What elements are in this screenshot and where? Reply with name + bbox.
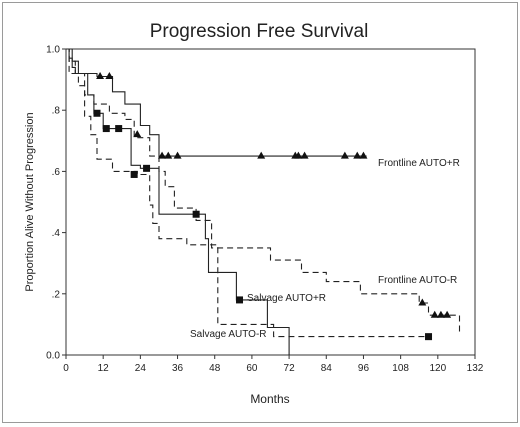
censor-marker-triangle (105, 72, 114, 80)
series-line-salvage-auto-plusr (66, 48, 290, 355)
censor-marker-triangle (173, 151, 182, 159)
y-tick-label: .6 (52, 167, 61, 178)
censor-marker-square (192, 210, 200, 218)
censor-marker-square (236, 296, 244, 304)
y-tick-label: 0.0 (46, 351, 60, 362)
censor-marker-square (130, 170, 138, 178)
x-tick-label: 0 (63, 363, 69, 374)
x-tick-label: 96 (358, 363, 370, 374)
censor-marker-triangle (443, 310, 452, 318)
x-tick-label: 132 (467, 363, 484, 374)
y-axis-label: Proportion Alive Without Progression (24, 112, 36, 291)
censor-marker-square (115, 125, 123, 133)
chart-title: Progression Free Survival (150, 21, 369, 42)
censor-marker-triangle (340, 151, 349, 159)
x-axis-label: Months (250, 392, 289, 406)
x-tick-label: 120 (429, 363, 446, 374)
series-label-frontline-auto-minus-r: Frontline AUTO-R (378, 275, 457, 286)
censor-marker-square (93, 109, 101, 117)
x-tick-label: 36 (172, 363, 184, 374)
y-tick-label: .8 (52, 106, 61, 117)
y-axis: 0.0 .2 .4 .6 .8 1.0 (46, 45, 66, 362)
x-tick-label: 108 (392, 363, 409, 374)
censor-marker-triangle (359, 151, 368, 159)
censor-marker-triangle (133, 130, 142, 138)
censor-marker-triangle (353, 151, 362, 159)
censor-marker-triangle (164, 151, 173, 159)
plot-border (65, 48, 476, 356)
x-tick-label: 48 (209, 363, 221, 374)
censor-marker-square (425, 333, 433, 341)
x-tick-label: 60 (246, 363, 258, 374)
x-tick-label: 12 (98, 363, 110, 374)
series-labels: Frontline AUTO+R Frontline AUTO-R Salvag… (190, 158, 460, 340)
censor-marker-triangle (294, 151, 303, 159)
series-label-salvage-auto-minus-r: Salvage AUTO-R (190, 329, 267, 340)
series-label-frontline-auto-plus-r: Frontline AUTO+R (378, 158, 460, 169)
censor-marker-triangle (436, 310, 445, 318)
y-tick-label: 1.0 (46, 45, 60, 56)
censor-marker-square (143, 164, 151, 172)
chart-frame: Progression Free Survival 0 12 24 36 48 60 72 8… (2, 2, 518, 423)
series-markers (93, 72, 452, 341)
censor-marker-triangle (158, 151, 167, 159)
censor-marker-square (102, 125, 110, 133)
censor-marker-triangle (418, 298, 427, 306)
x-tick-label: 84 (321, 363, 333, 374)
censor-marker-triangle (430, 310, 439, 318)
survival-chart: Progression Free Survival 0 12 24 36 48 60 72 8… (24, 21, 484, 406)
x-tick-label: 72 (284, 363, 296, 374)
censor-marker-triangle (257, 151, 266, 159)
series-label-salvage-auto-plus-r: Salvage AUTO+R (247, 293, 326, 304)
x-tick-label: 24 (135, 363, 147, 374)
censor-marker-triangle (96, 72, 105, 80)
x-axis: 0 12 24 36 48 60 72 84 96 108 120 132 (63, 355, 484, 374)
censor-marker-triangle (300, 151, 309, 159)
y-tick-label: .4 (52, 228, 61, 239)
y-tick-label: .2 (52, 289, 61, 300)
plot-area (65, 48, 476, 356)
